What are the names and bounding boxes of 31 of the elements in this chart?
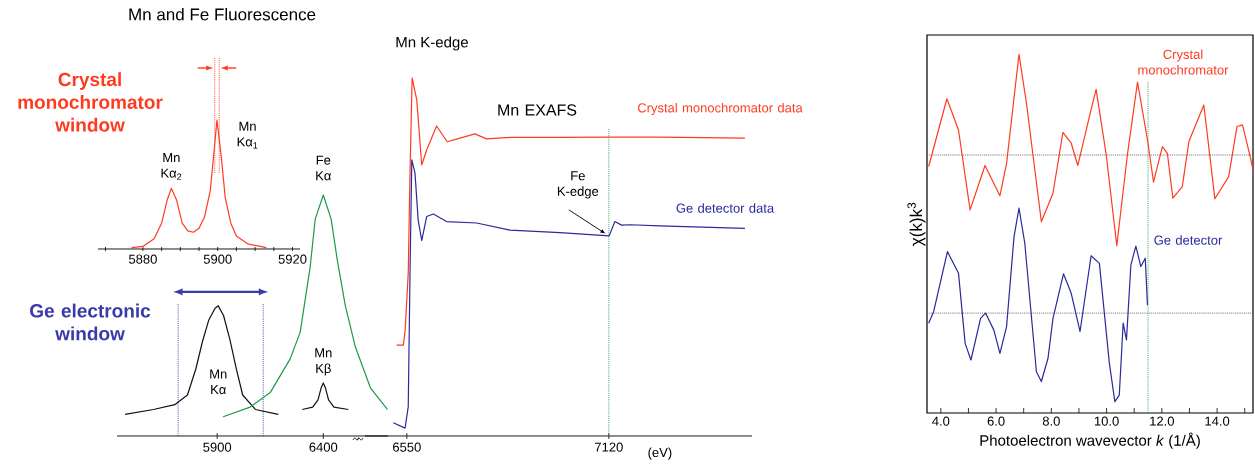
- x-tick-label: 5880: [128, 254, 157, 264]
- x-tick-label: 7120: [595, 442, 623, 452]
- x-tick-label: 14.0: [1205, 416, 1230, 426]
- y-axis-title: χ(k)k$^{3}$: [907, 202, 926, 246]
- x-tick-label: 12.0: [1150, 416, 1174, 426]
- x-tick-label: 6400: [309, 442, 338, 452]
- x-tick-label: 5920: [278, 254, 307, 264]
- x-axis-title: (eV): [648, 447, 672, 460]
- series-label: Crystal monochromator data: [637, 102, 803, 116]
- series-label: Mn Kα: [210, 369, 227, 395]
- series-label: Ge detector data: [676, 203, 775, 213]
- annotation: Crystal monochromator window: [18, 72, 163, 132]
- annotation: Ge electronic window: [30, 303, 151, 341]
- x-tick-label: 6550: [393, 442, 421, 452]
- x-tick-label: 5900: [203, 442, 232, 452]
- x-tick-label: 6.0: [987, 416, 1005, 426]
- x-tick-label: 4.0: [932, 416, 950, 426]
- x-axis-title: Photoelectron wavevector k (1/Å): [980, 432, 1200, 449]
- x-tick-label: 10.0: [1094, 416, 1119, 426]
- series-label: Mn Kβ: [315, 348, 332, 376]
- x-tick-label: 5900: [203, 254, 232, 264]
- series-label: Fe Kα: [316, 155, 331, 181]
- annotation: Mn EXAFS: [498, 104, 577, 116]
- annotation: Mn Kα$_{1}$: [237, 121, 258, 149]
- series-label: Crystal monochromator: [1138, 49, 1229, 75]
- x-tick-label: 8.0: [1042, 416, 1060, 426]
- annotation: Mn Kα$_{2}$: [161, 153, 182, 180]
- series-label: Ge detector: [1154, 235, 1223, 245]
- annotation: Fe K-edge: [557, 171, 599, 199]
- chart-title: Mn and Fe Fluorescence: [129, 7, 316, 21]
- chart-title: Mn K-edge: [396, 36, 468, 51]
